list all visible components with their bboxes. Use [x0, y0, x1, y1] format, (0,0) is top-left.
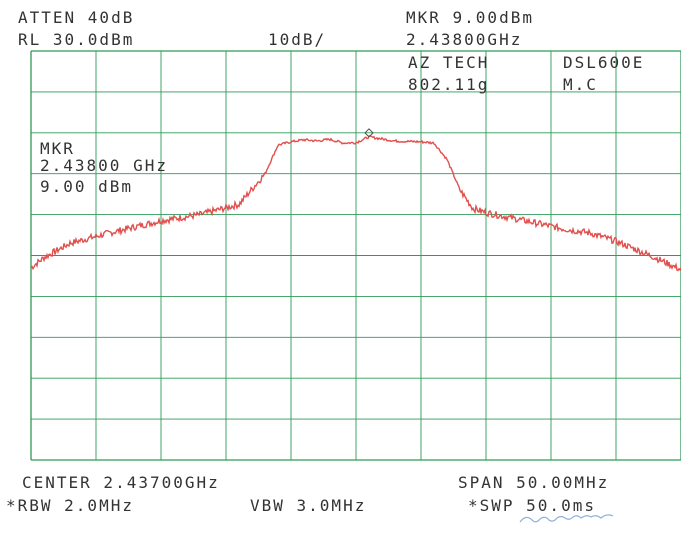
model-label: DSL600E	[563, 53, 645, 72]
handwritten-signature	[519, 514, 614, 523]
vbw-label: VBW 3.0MHz	[250, 496, 367, 515]
marker-frequency-header: 2.43800GHz	[406, 30, 523, 49]
reference-level-label: RL 30.0dBm	[18, 30, 135, 49]
spectrum-trace	[30, 135, 681, 272]
sweep-time-label: *SWP 50.0ms	[468, 496, 596, 515]
company-label: AZ TECH	[408, 53, 490, 72]
marker-diamond	[364, 128, 374, 138]
standard-label: 802.11g	[408, 75, 490, 94]
attenuation-label: ATTEN 40dB	[18, 8, 135, 27]
scale-label: 10dB/	[268, 30, 327, 49]
rbw-label: *RBW 2.0MHz	[6, 496, 134, 515]
marker-readout-frequency: 2.43800 GHz	[40, 156, 168, 175]
channel-label: M.C	[563, 75, 598, 94]
marker-readout-level: 9.00 dBm	[40, 177, 134, 196]
marker-level-header: MKR 9.00dBm	[406, 8, 534, 27]
marker-readout-title: MKR	[40, 139, 75, 158]
span-label: SPAN 50.00MHz	[458, 473, 610, 492]
center-frequency-label: CENTER 2.43700GHz	[22, 473, 220, 492]
marker-symbol	[364, 128, 374, 138]
graticule	[30, 50, 681, 461]
